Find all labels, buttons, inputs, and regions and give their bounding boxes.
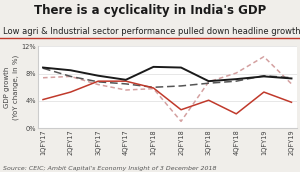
- Text: There is a cyclicality in India's GDP: There is a cyclicality in India's GDP: [34, 4, 266, 17]
- Y-axis label: GDP growth
(YoY change, in %): GDP growth (YoY change, in %): [4, 55, 19, 120]
- Text: Source: CEIC; Ambit Capital's Economy Insight of 3 December 2018: Source: CEIC; Ambit Capital's Economy In…: [3, 166, 217, 171]
- Text: Low agri & Industrial sector performance pulled down headline growth in 2 Q FY 1: Low agri & Industrial sector performance…: [3, 27, 300, 36]
